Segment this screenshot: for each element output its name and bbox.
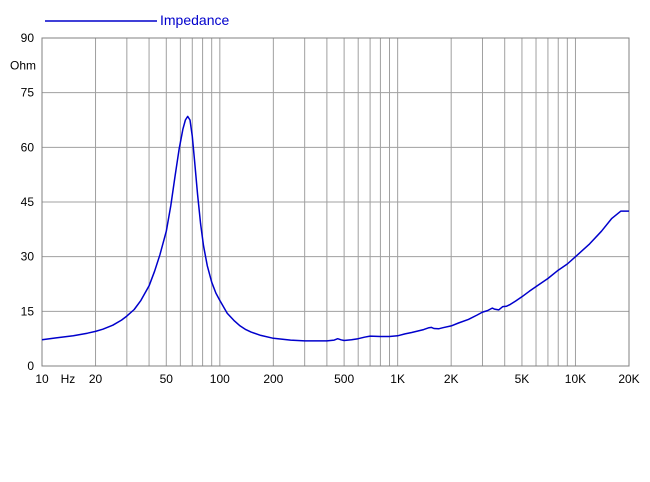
y-tick-label: 30 bbox=[21, 250, 35, 264]
y-tick-label: 75 bbox=[21, 86, 35, 100]
x-tick-label: 10 bbox=[35, 372, 49, 386]
y-tick-label: 60 bbox=[21, 140, 35, 154]
x-tick-label: 500 bbox=[334, 372, 354, 386]
legend-label-impedance: Impedance bbox=[160, 12, 229, 28]
x-tick-label: 100 bbox=[210, 372, 230, 386]
grid-lines bbox=[42, 38, 629, 366]
x-tick-label: 5K bbox=[515, 372, 530, 386]
series-layer bbox=[41, 115, 629, 342]
x-tick-label: 10K bbox=[565, 372, 586, 386]
x-tick-label: 50 bbox=[160, 372, 174, 386]
x-tick-label: 20 bbox=[89, 372, 103, 386]
y-tick-label: 15 bbox=[21, 304, 35, 318]
y-tick-label: 90 bbox=[21, 31, 35, 45]
legend: Impedance bbox=[45, 12, 229, 28]
x-tick-label: 200 bbox=[263, 372, 283, 386]
y-axis-label: Ohm bbox=[10, 58, 36, 72]
x-axis-label: Hz bbox=[61, 372, 76, 386]
x-tick-label: 20K bbox=[618, 372, 639, 386]
x-tick-label: 2K bbox=[444, 372, 459, 386]
plot-frame bbox=[41, 37, 630, 367]
tick-labels: 10 20 50 100 200 500 1K 2K 5K 10K 20K 0 15 30 45 60 75 90 bbox=[21, 31, 640, 386]
series-line-impedance bbox=[41, 115, 629, 342]
x-tick-label: 1K bbox=[390, 372, 405, 386]
y-tick-label: 45 bbox=[21, 195, 35, 209]
y-tick-label: 0 bbox=[27, 359, 34, 373]
